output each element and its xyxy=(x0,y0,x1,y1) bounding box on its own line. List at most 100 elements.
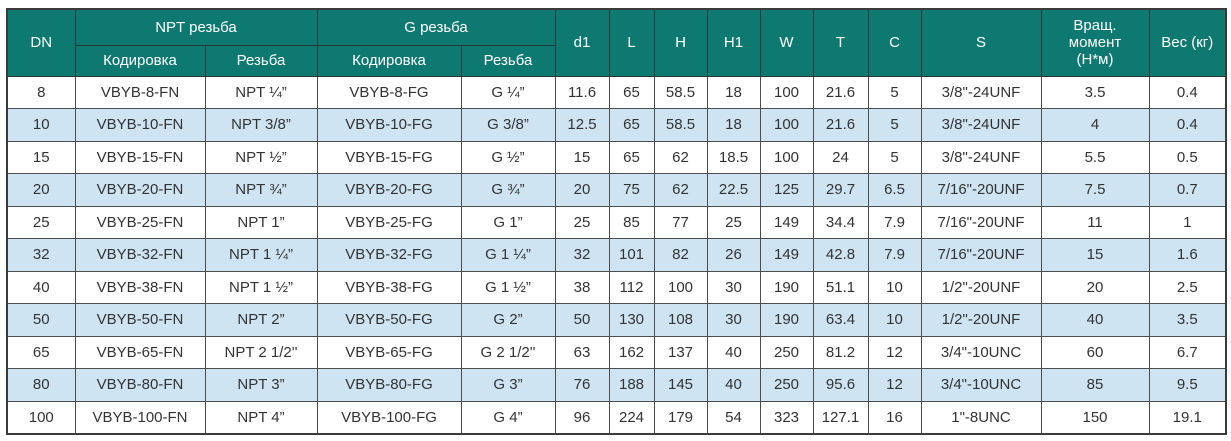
table-cell: 25 xyxy=(554,205,610,239)
table-cell: 80 xyxy=(6,368,76,402)
table-row: 80 VBYB-80-FN NPT 3” VBYB-80-FG G 3” 76 188 145… xyxy=(6,368,1227,402)
table-cell: 22.5 xyxy=(706,173,761,207)
table-cell: G 3/8” xyxy=(460,108,556,142)
table-cell: NPT 4” xyxy=(204,400,318,434)
table-cell: 15 xyxy=(554,140,610,174)
table-row: 20 VBYB-20-FN NPT ¾” VBYB-20-FG G ¾” 20 75 62 22… xyxy=(6,173,1227,207)
header-npt-coding: Кодировка xyxy=(74,44,206,77)
table-cell: 1 xyxy=(1148,205,1227,239)
table-cell: 190 xyxy=(759,270,814,304)
table-cell: 15 xyxy=(6,140,76,174)
table-cell: VBYB-65-FG xyxy=(316,335,462,369)
table-cell: 7.9 xyxy=(867,205,922,239)
table-cell: VBYB-15-FN xyxy=(74,140,206,174)
table-cell: 11.6 xyxy=(554,75,610,109)
table-cell: 145 xyxy=(653,368,708,402)
table-cell: 12 xyxy=(867,335,922,369)
table-cell: VBYB-100-FN xyxy=(74,400,206,434)
header-t: T xyxy=(812,8,869,77)
table-cell: NPT 1” xyxy=(204,205,318,239)
table-cell: 65 xyxy=(608,108,655,142)
table-cell: 150 xyxy=(1040,400,1150,434)
table-cell: 82 xyxy=(653,238,708,272)
header-s: S xyxy=(920,8,1042,77)
table-cell: VBYB-10-FG xyxy=(316,108,462,142)
table-cell: G ½” xyxy=(460,140,556,174)
table-cell: 3/4"-10UNC xyxy=(920,368,1042,402)
table-cell: 149 xyxy=(759,238,814,272)
table-cell: 63 xyxy=(554,335,610,369)
table-cell: 85 xyxy=(608,205,655,239)
table-row: 32 VBYB-32-FN NPT 1 ¼” VBYB-32-FG G 1 ¼” 32 10… xyxy=(6,238,1227,272)
table-cell: 1"-8UNC xyxy=(920,400,1042,434)
table-cell: 32 xyxy=(554,238,610,272)
table-cell: 250 xyxy=(759,368,814,402)
header-torque-line3: (Н*м) xyxy=(1076,51,1114,69)
table-cell: 40 xyxy=(6,270,76,304)
table-cell: 65 xyxy=(608,75,655,109)
table-cell: 16 xyxy=(867,400,922,434)
table-cell: 162 xyxy=(608,335,655,369)
table-cell: 323 xyxy=(759,400,814,434)
table-cell: 15 xyxy=(1040,238,1150,272)
table-cell: 130 xyxy=(608,303,655,337)
table-cell: 20 xyxy=(6,173,76,207)
table-cell: G 1” xyxy=(460,205,556,239)
table-cell: VBYB-80-FN xyxy=(74,368,206,402)
table-cell: 0.7 xyxy=(1148,173,1227,207)
table-row: 65 VBYB-65-FN NPT 2 1/2'' VBYB-65-FG G 2 1/2… xyxy=(6,335,1227,369)
header-g-thread: Резьба xyxy=(460,44,556,77)
table-cell: 5 xyxy=(867,140,922,174)
table-cell: 100 xyxy=(759,140,814,174)
header-torque: Вращ. момент (Н*м) xyxy=(1040,8,1150,77)
table-cell: G 1 ½” xyxy=(460,270,556,304)
table-cell: 76 xyxy=(554,368,610,402)
table-cell: 1/2"-20UNF xyxy=(920,303,1042,337)
table-cell: 75 xyxy=(608,173,655,207)
header-weight: Вес (кг) xyxy=(1148,8,1227,77)
table-cell: 7.5 xyxy=(1040,173,1150,207)
table-cell: 250 xyxy=(759,335,814,369)
table-row: 40 VBYB-38-FN NPT 1 ½” VBYB-38-FG G 1 ½” 38 11… xyxy=(6,270,1227,304)
table-cell: 21.6 xyxy=(812,75,869,109)
table-header: DN NPT резьба G резьба d1 L H H1 W T C S… xyxy=(6,8,1227,77)
table-cell: VBYB-80-FG xyxy=(316,368,462,402)
valve-spec-table: DN NPT резьба G резьба d1 L H H1 W T C S… xyxy=(6,8,1227,435)
table-cell: 10 xyxy=(867,303,922,337)
table-cell: 6.5 xyxy=(867,173,922,207)
table-cell: 3/8"-24UNF xyxy=(920,75,1042,109)
table-cell: G 2 1/2'' xyxy=(460,335,556,369)
table-cell: 3/8"-24UNF xyxy=(920,108,1042,142)
table-cell: 96 xyxy=(554,400,610,434)
table-cell: 149 xyxy=(759,205,814,239)
table-cell: 10 xyxy=(867,270,922,304)
table-cell: NPT 1 ¼” xyxy=(204,238,318,272)
table-cell: 188 xyxy=(608,368,655,402)
table-cell: 29.7 xyxy=(812,173,869,207)
table-cell: 40 xyxy=(1040,303,1150,337)
table-cell: 58.5 xyxy=(653,108,708,142)
header-group-row: DN NPT резьба G резьба d1 L H H1 W T C S… xyxy=(6,8,1227,77)
table-cell: 51.1 xyxy=(812,270,869,304)
table-cell: NPT ¾” xyxy=(204,173,318,207)
table-cell: 63.4 xyxy=(812,303,869,337)
table-cell: 10 xyxy=(6,108,76,142)
header-c: C xyxy=(867,8,922,77)
header-torque-line1: Вращ. xyxy=(1073,16,1117,34)
header-l: L xyxy=(608,8,655,77)
table-cell: 127.1 xyxy=(812,400,869,434)
table-cell: 18 xyxy=(706,75,761,109)
table-cell: 42.8 xyxy=(812,238,869,272)
table-cell: 0.5 xyxy=(1148,140,1227,174)
table-cell: 3.5 xyxy=(1148,303,1227,337)
table-cell: 100 xyxy=(6,400,76,434)
table-cell: G 3” xyxy=(460,368,556,402)
table-cell: 3/8"-24UNF xyxy=(920,140,1042,174)
header-npt-thread: Резьба xyxy=(204,44,318,77)
table-cell: 20 xyxy=(1040,270,1150,304)
table-cell: VBYB-32-FG xyxy=(316,238,462,272)
header-w: W xyxy=(759,8,814,77)
table-cell: VBYB-25-FG xyxy=(316,205,462,239)
table-cell: VBYB-50-FG xyxy=(316,303,462,337)
header-sub-row: Кодировка Резьба Кодировка Резьба xyxy=(7,44,1226,77)
